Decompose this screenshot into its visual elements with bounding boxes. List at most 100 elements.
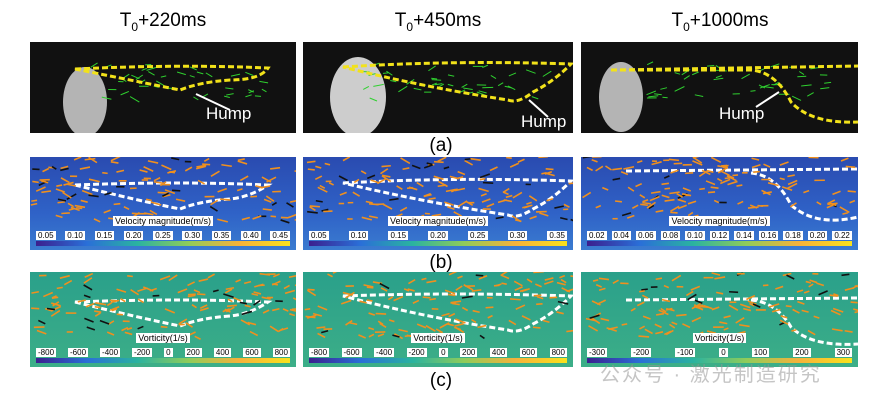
vector-arrow	[722, 164, 729, 169]
vector-arrow	[137, 287, 148, 292]
vector-arrow	[582, 191, 592, 199]
vector-arrow	[68, 207, 75, 211]
vector-arrow	[539, 212, 549, 217]
vector-arrow	[187, 281, 195, 287]
vector-arrow	[707, 64, 715, 67]
vector-arrow	[478, 187, 489, 193]
vector-arrow	[787, 174, 795, 178]
vector-arrow	[416, 323, 427, 329]
vector-arrow	[660, 87, 668, 90]
vector-arrow	[654, 93, 662, 96]
vector-arrow	[606, 327, 618, 332]
vector-arrow	[31, 290, 39, 294]
vector-arrow	[737, 200, 744, 205]
vector-arrow	[199, 304, 208, 309]
vector-arrow	[222, 308, 230, 313]
vector-arrow	[612, 167, 623, 171]
vector-arrow	[111, 308, 118, 312]
vector-arrow	[367, 174, 376, 180]
photo-450ms: Hump	[303, 42, 573, 133]
vector-arrow	[646, 90, 657, 96]
vector-arrow	[797, 300, 805, 305]
vector-arrow	[661, 298, 671, 303]
vector-arrow	[832, 307, 844, 313]
vector-arrow	[94, 306, 101, 309]
vector-arrow	[306, 160, 316, 164]
vector-arrow	[253, 299, 261, 306]
photo-220ms: Hump	[30, 42, 296, 133]
vector-arrow	[150, 201, 162, 206]
vector-arrow	[127, 275, 133, 278]
vector-arrow	[751, 164, 761, 169]
vector-arrow	[497, 199, 507, 204]
vector-arrow	[478, 275, 488, 280]
vector-arrow	[671, 274, 682, 282]
vector-arrow	[489, 166, 498, 172]
vector-arrow	[670, 169, 679, 174]
vector-arrow	[627, 186, 635, 192]
vector-arrow	[479, 177, 486, 181]
vector-arrow	[73, 157, 82, 161]
vector-arrow	[403, 288, 410, 292]
vector-arrow	[479, 334, 485, 340]
vector-arrow	[32, 180, 39, 184]
vector-arrow	[500, 274, 510, 280]
vector-arrow	[505, 194, 513, 199]
vector-arrow	[184, 166, 193, 172]
vector-arrow	[500, 272, 508, 277]
vector-arrow	[130, 288, 140, 296]
vector-arrow	[623, 165, 635, 170]
vector-arrow	[463, 87, 473, 91]
vector-arrow	[88, 157, 98, 164]
vector-arrow	[723, 315, 731, 319]
vector-arrow	[431, 77, 438, 80]
vector-arrow	[840, 157, 849, 162]
vector-arrow	[143, 166, 154, 172]
vector-arrow	[342, 157, 351, 162]
vector-arrow	[521, 288, 530, 293]
vector-arrow	[411, 164, 421, 170]
vector-arrow	[160, 325, 168, 329]
vector-arrow	[669, 191, 680, 195]
vector-arrow	[660, 307, 667, 313]
vector-arrow	[399, 206, 408, 212]
vector-arrow	[621, 323, 628, 326]
vector-arrow	[62, 191, 72, 199]
vector-arrow	[129, 96, 140, 103]
vector-arrow	[449, 175, 460, 180]
vector-arrow	[455, 327, 465, 334]
vector-arrow	[368, 312, 376, 316]
vector-arrow	[46, 307, 56, 311]
vector-arrow	[83, 294, 91, 299]
vector-arrow	[655, 277, 663, 281]
vector-arrow	[307, 288, 315, 291]
vector-arrow	[723, 327, 729, 331]
vector-arrow	[471, 289, 482, 292]
vector-arrow	[321, 208, 329, 212]
vector-arrow	[429, 297, 436, 301]
vector-arrow	[674, 72, 681, 75]
vector-arrow	[269, 325, 279, 333]
vector-arrow	[801, 309, 809, 313]
vector-arrow	[842, 211, 849, 215]
vector-arrow	[171, 157, 180, 161]
vector-arrow	[531, 96, 539, 100]
vector-arrow	[585, 317, 597, 322]
vector-arrow	[771, 308, 781, 313]
vorticity-field-450ms: Vorticity(1/s) -800 -600 -400 -200 0 200 400 600…	[303, 272, 573, 367]
vector-arrow	[621, 212, 632, 217]
vector-arrow	[428, 197, 436, 201]
vector-arrow	[225, 87, 234, 90]
vector-arrow	[495, 283, 502, 287]
vector-arrow	[368, 333, 375, 338]
vector-arrow	[676, 192, 684, 198]
vector-arrow	[502, 187, 510, 194]
vector-arrow	[312, 312, 323, 317]
vector-arrow	[570, 275, 573, 278]
vector-arrow	[306, 289, 317, 297]
vector-arrow	[317, 332, 326, 339]
vector-arrow	[227, 298, 233, 303]
vector-arrow	[248, 90, 255, 94]
vector-arrow	[591, 300, 601, 306]
vector-arrow	[315, 199, 323, 203]
